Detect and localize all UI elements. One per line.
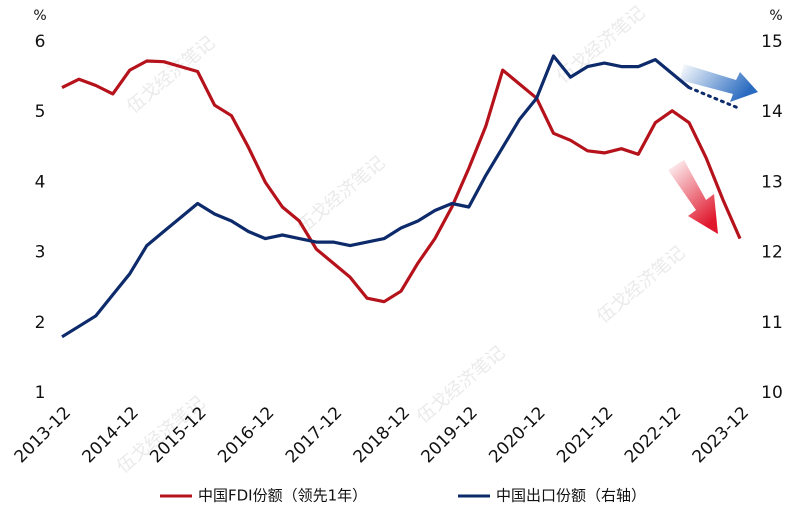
series-line (61, 59, 742, 304)
y-tick-label: 6 (35, 32, 46, 52)
x-tick-label: 2018-12 (350, 403, 414, 467)
y-tick-label: 2 (35, 313, 46, 333)
y2-tick-label: 10 (761, 383, 783, 403)
watermark: 伍戈经济笔记 (293, 152, 389, 238)
x-tick-label: 2017-12 (282, 403, 346, 467)
watermark: 伍戈经济笔记 (593, 242, 689, 328)
y-tick-label: 3 (35, 243, 46, 263)
y2-unit: % (769, 8, 782, 24)
y-tick-label: 5 (35, 102, 46, 122)
x-tick-label: 2022-12 (621, 403, 685, 467)
y2-tick-label: 12 (761, 243, 783, 263)
legend-label: 中国出口份额（右轴） (496, 487, 646, 505)
series-line (61, 54, 691, 339)
y-tick-label: 4 (35, 172, 46, 192)
x-tick-label: 2021-12 (553, 403, 617, 467)
trend-arrow (680, 64, 758, 102)
y2-tick-label: 15 (761, 32, 783, 52)
x-tick-label: 2013-12 (11, 403, 75, 467)
x-tick-label: 2016-12 (214, 403, 278, 467)
projection-line (687, 86, 742, 111)
x-tick-label: 2020-12 (485, 403, 549, 467)
y-unit: % (33, 8, 46, 24)
y-tick-label: 1 (35, 383, 46, 403)
y2-tick-label: 11 (761, 313, 783, 333)
watermark: 伍戈经济笔记 (123, 32, 219, 118)
trend-arrow (668, 160, 718, 234)
x-tick-label: 2023-12 (689, 403, 753, 467)
legend-label: 中国FDI份额（领先1年） (198, 487, 367, 505)
y2-tick-label: 14 (761, 102, 783, 122)
y2-tick-label: 13 (761, 172, 783, 192)
